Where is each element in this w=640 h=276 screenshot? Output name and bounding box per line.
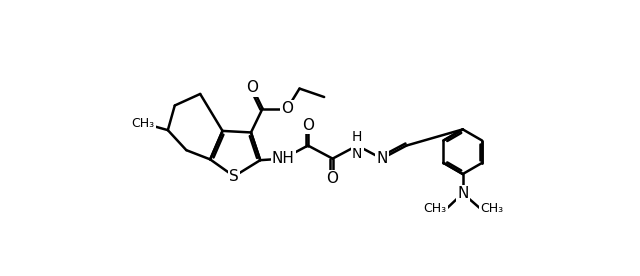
Text: H
N: H N <box>352 131 362 161</box>
Text: NH: NH <box>272 151 295 166</box>
Text: O: O <box>326 171 339 186</box>
Text: S: S <box>229 169 239 184</box>
Text: O: O <box>281 101 293 116</box>
Text: O: O <box>302 118 314 133</box>
Text: CH₃: CH₃ <box>132 117 155 130</box>
Text: O: O <box>246 80 259 95</box>
Text: CH₃: CH₃ <box>424 202 447 215</box>
Text: N: N <box>457 186 468 201</box>
Text: CH₃: CH₃ <box>481 202 504 215</box>
Text: N: N <box>376 151 388 166</box>
